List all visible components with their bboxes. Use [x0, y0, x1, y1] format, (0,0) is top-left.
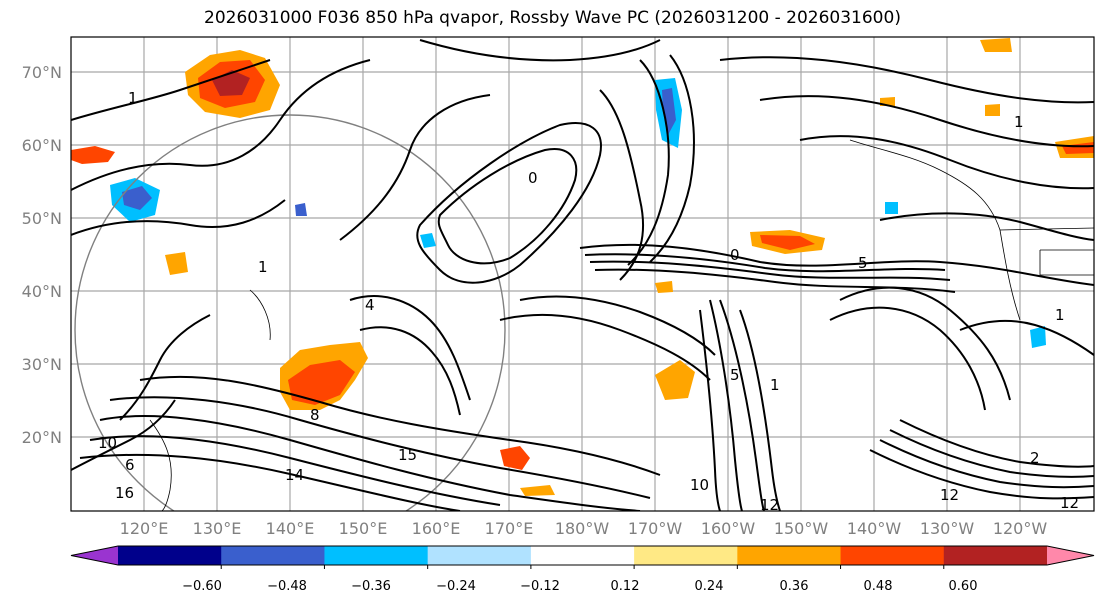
- colorbar-extend-min: [71, 546, 118, 565]
- colorbar-tick-label: 0.24: [695, 579, 724, 594]
- colorbar-segment: [840, 546, 945, 565]
- anomaly-patch-central-pacific: [655, 360, 695, 400]
- colorbar-tick-label: −0.12: [520, 579, 560, 594]
- anomaly-patch-north-china-core: [122, 186, 152, 210]
- anomaly-patch-small-blue-2: [1030, 326, 1046, 348]
- longitude-label: 150°W: [774, 519, 829, 538]
- longitude-axis: 120°E 130°E 140°E 150°E 160°E 170°E 180°…: [120, 519, 1048, 538]
- colorbar-tick-label: 0.12: [611, 579, 640, 594]
- contour-label: 15: [398, 446, 417, 464]
- latitude-label: 70°N: [22, 63, 62, 82]
- coastlines: [149, 139, 1094, 511]
- colorbar-segment: [221, 546, 325, 565]
- colorbar-segment: [634, 546, 738, 565]
- colorbar-segment: [530, 546, 635, 565]
- latitude-label: 30°N: [22, 355, 62, 374]
- contour-label: 1: [1055, 306, 1065, 324]
- contour-label: 5: [730, 366, 740, 384]
- longitude-label: 140°W: [847, 519, 902, 538]
- anomaly-patch-small-orange-1: [165, 252, 188, 275]
- colorbar-segment: [943, 546, 1048, 565]
- anomaly-patch-small-blue-1: [420, 233, 436, 248]
- anomaly-patch-small-blue-4: [885, 202, 898, 214]
- colorbar-tick-label: −0.36: [351, 579, 391, 594]
- contour-label: 14: [285, 466, 304, 484]
- longitude-label: 130°E: [193, 519, 242, 538]
- colorbar-ticks: −0.60 −0.48 −0.36 −0.24 −0.12 0.12 0.24 …: [182, 579, 977, 594]
- anomaly-patch-subtropical: [520, 485, 555, 496]
- contour-label: 1: [258, 258, 268, 276]
- colorbar-tick-label: −0.24: [436, 579, 476, 594]
- contour-label: 1: [128, 89, 138, 107]
- longitude-label: 160°E: [412, 519, 461, 538]
- anomaly-patch-small-orange-2: [655, 281, 673, 293]
- colorbar-segment: [324, 546, 429, 565]
- contour-label: 0: [528, 169, 538, 187]
- latitude-label: 20°N: [22, 428, 62, 447]
- contour-label: 12: [760, 496, 779, 514]
- longitude-label: 170°E: [485, 519, 534, 538]
- anomaly-patch-small-blue-3: [295, 203, 307, 216]
- anomaly-patch-aleutian-core: [760, 235, 815, 250]
- graticule: [71, 37, 1094, 511]
- map-title: 2026031000 F036 850 hPa qvapor, Rossby W…: [204, 8, 901, 28]
- contour-label: 1: [1014, 113, 1024, 131]
- colorbar-tick-label: 0.60: [949, 579, 978, 594]
- contour-label: 10: [98, 434, 117, 452]
- colorbar-segment: [737, 546, 842, 565]
- contour-label: 0: [730, 246, 740, 264]
- colorbar-tick-label: 0.36: [780, 579, 809, 594]
- rossby-wave-circle: [74, 114, 506, 511]
- longitude-label: 150°E: [339, 519, 388, 538]
- colorbar-segment: [118, 546, 222, 565]
- colorbar-extend-max: [1047, 546, 1094, 565]
- anomaly-patch-east-china-sea-core: [288, 360, 355, 405]
- colorbar-tick-label: −0.60: [182, 579, 222, 594]
- latitude-label: 50°N: [22, 209, 62, 228]
- map-frame: [70, 36, 1095, 512]
- colorbar-outline: [70, 545, 1095, 566]
- longitude-label: 170°W: [628, 519, 683, 538]
- contour-label: 1: [770, 376, 780, 394]
- contour-label: 5: [858, 254, 868, 272]
- contour-label: 2: [1030, 449, 1040, 467]
- longitude-label: 180°W: [555, 519, 610, 538]
- contour-label: 8: [310, 406, 320, 424]
- anomaly-patch-east-edge-core: [1062, 142, 1094, 154]
- colorbar-tick-label: −0.48: [267, 579, 307, 594]
- longitude-label: 160°W: [701, 519, 756, 538]
- contour-label: 12: [1060, 494, 1079, 512]
- longitude-label: 120°W: [993, 519, 1048, 538]
- contour-label: 6: [125, 456, 135, 474]
- contour-label: 4: [365, 296, 375, 314]
- longitude-label: 120°E: [120, 519, 169, 538]
- longitude-label: 140°E: [266, 519, 315, 538]
- anomaly-patch-gulf-alaska: [980, 38, 1012, 52]
- latitude-label: 40°N: [22, 282, 62, 301]
- anomaly-patch-kuroshio: [500, 446, 530, 470]
- contour-label: 12: [940, 486, 959, 504]
- colorbar: [70, 545, 1095, 569]
- contour-lines: [71, 39, 1094, 511]
- contour-label: 16: [115, 484, 134, 502]
- contour-label: 10: [690, 476, 709, 494]
- longitude-label: 130°W: [920, 519, 975, 538]
- colorbar-segment: [427, 546, 532, 565]
- latitude-label: 60°N: [22, 136, 62, 155]
- contour-labels: 1 1 1 1 4 0 0 5 6 10 12 12 12 14 15 16 1…: [98, 89, 1079, 514]
- latitude-axis: 70°N 60°N 50°N 40°N 30°N 20°N: [22, 63, 62, 447]
- anomaly-patch-small-orange-4: [985, 104, 1000, 116]
- colorbar-tick-label: 0.48: [864, 579, 893, 594]
- anomaly-patch-west: [71, 146, 115, 164]
